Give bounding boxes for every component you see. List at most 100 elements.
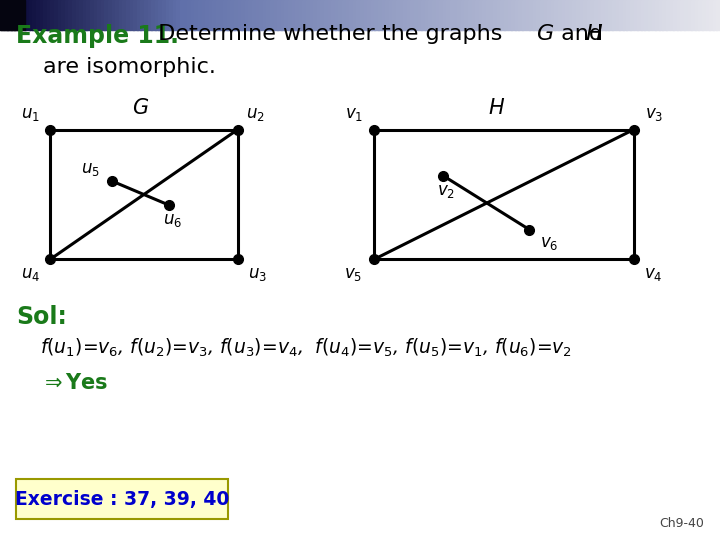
Bar <box>346 0 350 30</box>
Bar <box>698 0 703 30</box>
Bar <box>194 0 199 30</box>
Bar <box>713 0 717 30</box>
Bar <box>11 0 15 30</box>
Text: $v_3$: $v_3$ <box>644 105 663 124</box>
Bar <box>288 0 292 30</box>
Bar <box>421 0 426 30</box>
Bar <box>500 0 505 30</box>
Bar <box>475 0 480 30</box>
Bar <box>223 0 228 30</box>
Bar <box>349 0 354 30</box>
Bar <box>245 0 249 30</box>
Bar <box>331 0 336 30</box>
Bar <box>706 0 710 30</box>
Bar <box>130 0 134 30</box>
Bar <box>356 0 361 30</box>
Bar <box>158 0 163 30</box>
Bar <box>554 0 559 30</box>
Bar <box>29 0 33 30</box>
Bar <box>709 0 714 30</box>
Text: $v_5$: $v_5$ <box>343 265 362 284</box>
Bar <box>684 0 688 30</box>
Bar <box>306 0 310 30</box>
Bar <box>122 0 127 30</box>
Bar <box>112 0 116 30</box>
Bar <box>583 0 588 30</box>
Bar <box>68 0 73 30</box>
Bar <box>50 0 55 30</box>
Bar <box>202 0 206 30</box>
Bar <box>54 0 58 30</box>
Bar <box>529 0 534 30</box>
Bar <box>18 0 22 30</box>
Text: $u_2$: $u_2$ <box>246 105 265 124</box>
Bar <box>385 0 390 30</box>
Bar <box>551 0 555 30</box>
Bar <box>101 0 105 30</box>
Bar <box>641 0 645 30</box>
Bar <box>173 0 177 30</box>
Bar <box>284 0 289 30</box>
Bar <box>328 0 332 30</box>
Bar <box>277 0 282 30</box>
Bar <box>598 0 602 30</box>
Bar <box>468 0 472 30</box>
Bar <box>662 0 667 30</box>
Bar <box>382 0 386 30</box>
Bar <box>436 0 440 30</box>
Bar <box>104 0 109 30</box>
Bar <box>94 0 98 30</box>
Bar <box>108 0 112 30</box>
Bar <box>184 0 188 30</box>
Bar <box>317 0 321 30</box>
Bar <box>400 0 404 30</box>
Text: $G$: $G$ <box>132 98 149 118</box>
Bar <box>605 0 609 30</box>
Bar <box>576 0 580 30</box>
Bar <box>313 0 318 30</box>
Bar <box>508 0 512 30</box>
Bar <box>115 0 120 30</box>
Bar <box>227 0 231 30</box>
Bar <box>292 0 296 30</box>
Bar <box>43 0 48 30</box>
Bar <box>659 0 663 30</box>
Bar <box>515 0 519 30</box>
Bar <box>396 0 400 30</box>
Bar <box>691 0 696 30</box>
Bar <box>14 0 19 30</box>
Bar <box>0 0 4 30</box>
Bar <box>418 0 422 30</box>
Text: Exercise : 37, 39, 40: Exercise : 37, 39, 40 <box>15 490 229 509</box>
Text: $\Rightarrow$Yes: $\Rightarrow$Yes <box>40 373 108 393</box>
Bar <box>648 0 652 30</box>
Bar <box>630 0 634 30</box>
Text: and: and <box>554 24 610 44</box>
Text: $H$: $H$ <box>488 98 505 118</box>
Bar <box>248 0 253 30</box>
Bar <box>666 0 670 30</box>
Bar <box>677 0 681 30</box>
Text: $G$: $G$ <box>536 24 554 44</box>
Bar <box>338 0 343 30</box>
Bar <box>626 0 631 30</box>
Bar <box>464 0 469 30</box>
Bar <box>367 0 372 30</box>
Bar <box>148 0 152 30</box>
Text: $v_6$: $v_6$ <box>540 234 559 252</box>
Bar <box>259 0 264 30</box>
Bar <box>608 0 613 30</box>
Bar <box>637 0 642 30</box>
Bar <box>616 0 620 30</box>
Bar <box>594 0 598 30</box>
Bar <box>155 0 159 30</box>
Bar <box>392 0 397 30</box>
Bar <box>536 0 541 30</box>
Bar <box>320 0 325 30</box>
Bar <box>353 0 357 30</box>
Bar <box>187 0 192 30</box>
Bar <box>36 0 40 30</box>
Bar <box>360 0 364 30</box>
Text: Determine whether the graphs: Determine whether the graphs <box>144 24 510 44</box>
Text: Example 11.: Example 11. <box>16 24 179 48</box>
